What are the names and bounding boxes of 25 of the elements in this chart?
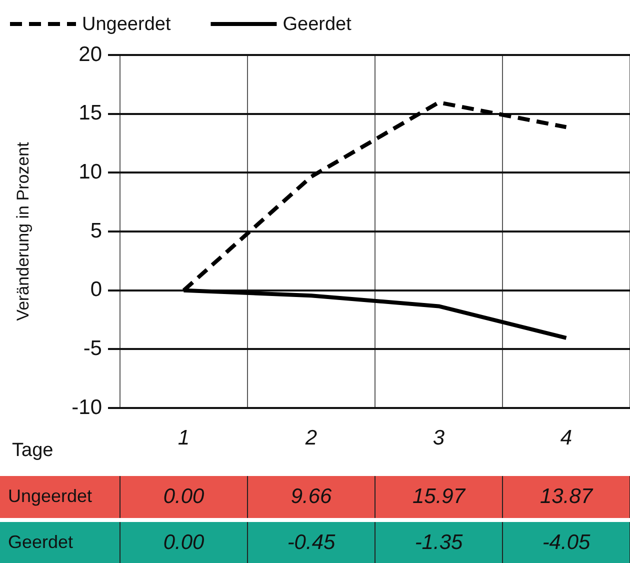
legend-label: Geerdet — [282, 14, 352, 36]
y-axis-title: Veränderung in Prozent — [14, 142, 33, 321]
x-tick-label: 2 — [304, 426, 318, 450]
data-label: 13.87 — [540, 484, 594, 508]
data-label: 0.00 — [163, 530, 205, 554]
data-label: -4.05 — [542, 530, 590, 554]
y-tick-label: 20 — [78, 42, 102, 66]
data-label: 9.66 — [290, 484, 332, 508]
data-label: -0.45 — [287, 530, 336, 554]
y-tick-label: 5 — [90, 219, 102, 242]
data-label: 15.97 — [412, 484, 466, 508]
data-label: -1.35 — [414, 530, 463, 554]
data-label: 0.00 — [163, 484, 205, 508]
y-tick-label: 15 — [78, 102, 102, 125]
y-tick-label: 0 — [90, 278, 102, 302]
y-tick-label: -10 — [72, 396, 102, 419]
x-tick-label: 4 — [560, 426, 572, 450]
y-tick-label: -5 — [83, 336, 102, 360]
y-tick-label: 10 — [78, 160, 102, 184]
x-axis-title: Tage — [12, 440, 54, 462]
x-tick-label: 3 — [432, 426, 445, 450]
x-tick-label: 1 — [178, 426, 190, 450]
legend-label: Ungeerdet — [82, 14, 172, 36]
text: Ungeerdet — [8, 486, 92, 506]
text: Geerdet — [8, 532, 74, 552]
